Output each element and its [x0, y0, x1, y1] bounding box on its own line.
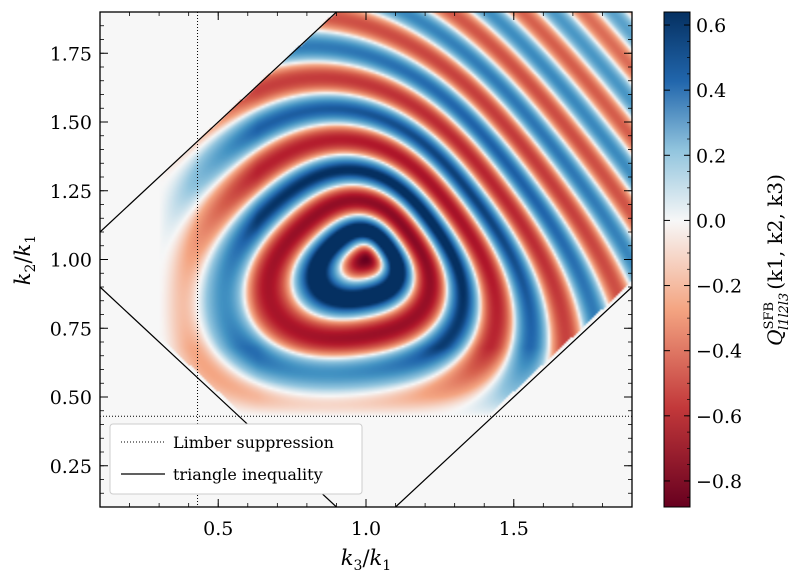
x-tick-label: 0.5 — [203, 518, 233, 540]
y-tick-label: 0.75 — [50, 318, 92, 340]
axis-ticks: 0.5 1.0 1.5 0.25 0.50 0.75 1.00 1.25 1.50 1.75 — [50, 12, 632, 540]
y-tick-label: 1.75 — [50, 43, 92, 65]
colorbar-tick-label: 0.6 — [696, 15, 726, 37]
legend: Limber suppression triangle inequality — [109, 423, 363, 495]
legend-box — [109, 423, 363, 495]
y-tick-label: 1.00 — [50, 250, 92, 272]
colorbar: −0.8 −0.6 −0.4 −0.2 0.0 0.2 0.4 0.6 QSFBl1l2l3(… — [663, 11, 792, 508]
x-axis-label: k3/k1 — [341, 546, 391, 574]
legend-label-triangle: triangle inequality — [173, 465, 323, 484]
y-tick-label: 0.25 — [50, 456, 92, 478]
triangle-line-lower-right — [395, 286, 632, 507]
colorbar-tick-label: 0.2 — [696, 145, 726, 167]
x-tick-label: 1.5 — [499, 518, 529, 540]
y-tick-label: 0.50 — [50, 387, 92, 409]
colorbar-tick-label: −0.6 — [696, 406, 742, 428]
colorbar-ticks: −0.8 −0.6 −0.4 −0.2 0.0 0.2 0.4 0.6 — [664, 15, 742, 498]
colorbar-tick-label: −0.8 — [696, 471, 742, 493]
y-tick-label: 1.25 — [50, 181, 92, 203]
y-tick-label: 1.50 — [50, 112, 92, 134]
colorbar-tick-label: −0.2 — [696, 276, 742, 298]
colorbar-tick-label: 0.0 — [696, 210, 726, 232]
x-tick-label: 1.0 — [351, 518, 381, 540]
y-axis-label: k2/k1 — [11, 235, 39, 285]
triangle-line-upper — [100, 12, 337, 233]
colorbar-label: QSFBl1l2l3(k1, k2, k3) — [762, 174, 792, 346]
colorbar-gradient — [663, 11, 691, 508]
colorbar-tick-label: −0.4 — [696, 341, 742, 363]
legend-label-limber: Limber suppression — [173, 433, 334, 452]
colorbar-tick-label: 0.4 — [696, 80, 726, 102]
